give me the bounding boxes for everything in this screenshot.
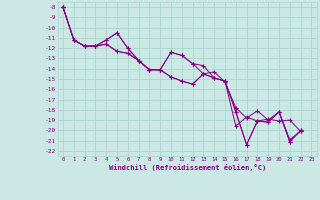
X-axis label: Windchill (Refroidissement éolien,°C): Windchill (Refroidissement éolien,°C) — [108, 164, 266, 171]
